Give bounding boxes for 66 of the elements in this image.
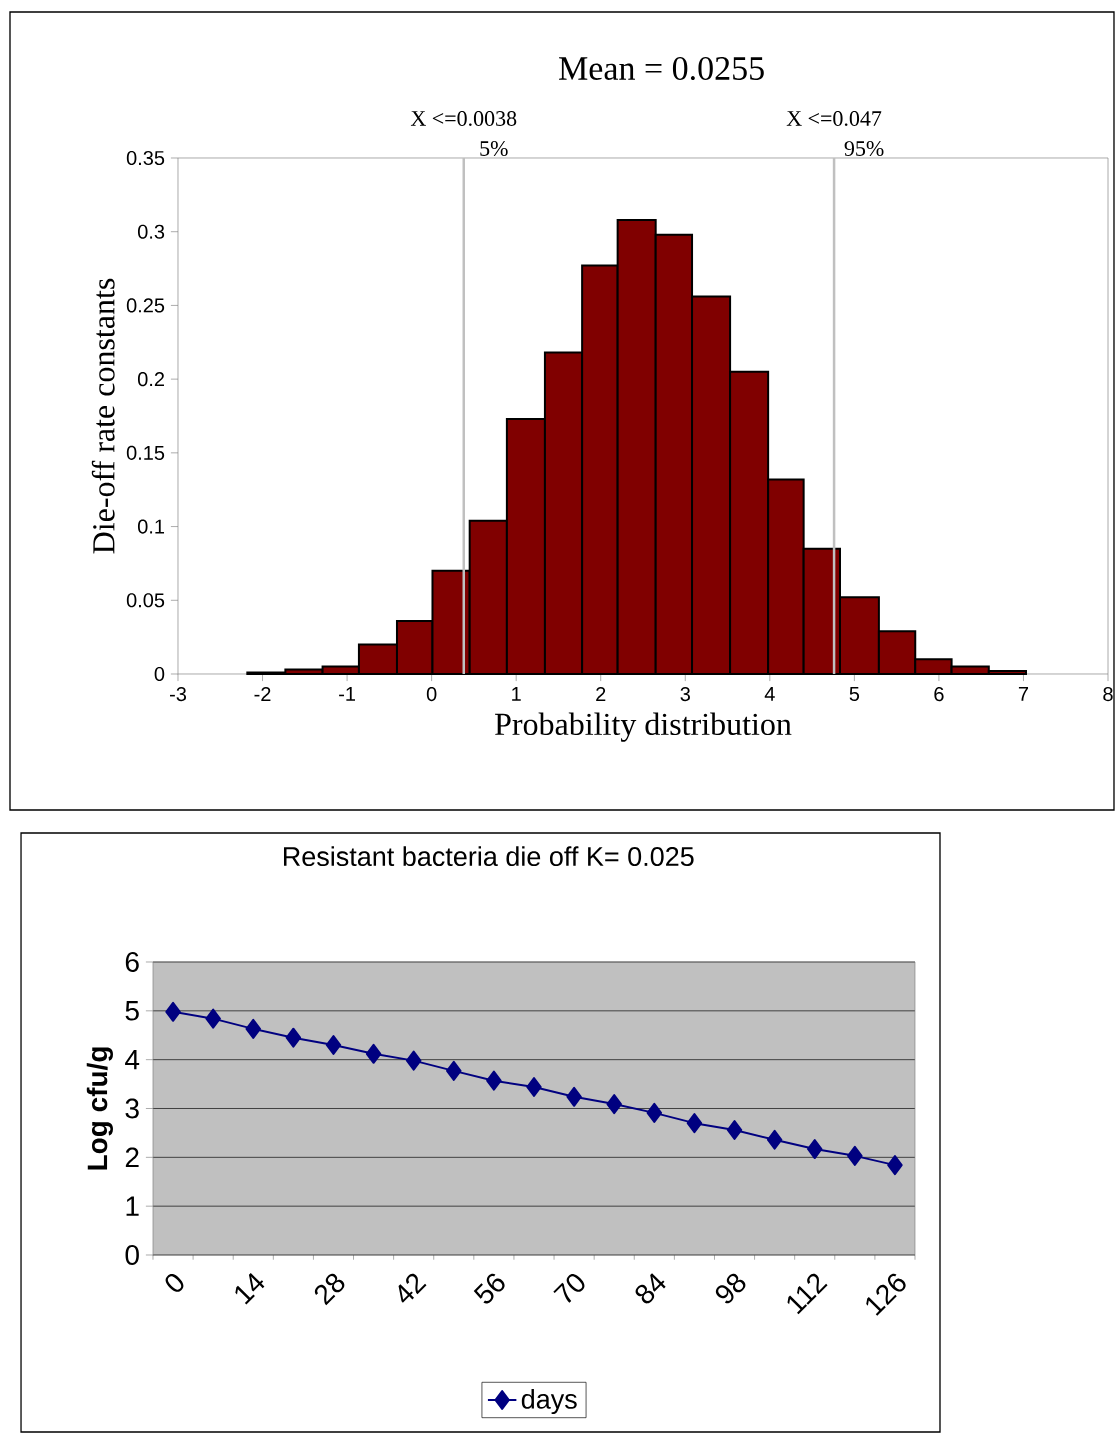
y-tick-label: 0.15 bbox=[126, 445, 165, 460]
point bbox=[566, 1086, 582, 1107]
point bbox=[726, 1119, 743, 1140]
chart-title: Mean = 0.0255 bbox=[559, 57, 764, 81]
point bbox=[806, 1139, 823, 1160]
y-tick-label: 0.35 bbox=[126, 150, 165, 166]
point bbox=[526, 1077, 542, 1098]
point bbox=[325, 1035, 342, 1056]
y-tick-label: 0 bbox=[154, 666, 165, 682]
x-tick-label: 98 bbox=[715, 1273, 746, 1304]
x-tick-label: -1 bbox=[339, 687, 355, 701]
x-tick-label: 112 bbox=[787, 1273, 828, 1315]
y-tick-label: 5 bbox=[125, 1001, 139, 1021]
y-tick-label: 0.3 bbox=[137, 224, 165, 239]
x-tick-label: 126 bbox=[866, 1273, 906, 1316]
x-tick-label: 0 bbox=[426, 687, 437, 702]
point bbox=[285, 1027, 302, 1048]
x-tick-label: 28 bbox=[314, 1273, 345, 1306]
x-tick-label: 7 bbox=[1018, 687, 1029, 701]
point bbox=[847, 1145, 863, 1166]
x-tick-label: -2 bbox=[254, 687, 271, 701]
point bbox=[245, 1018, 262, 1039]
x-tick-label: 0 bbox=[165, 1273, 184, 1292]
point bbox=[766, 1129, 783, 1150]
chart-title: Resistant bacteria die off K= 0.025 bbox=[283, 846, 694, 867]
y-tick-label: 2 bbox=[125, 1147, 139, 1168]
x-tick-label: 84 bbox=[635, 1273, 666, 1304]
y-tick-label: 6 bbox=[125, 952, 139, 972]
point bbox=[165, 1001, 181, 1022]
point bbox=[606, 1094, 622, 1115]
x-tick-label: 5 bbox=[849, 687, 860, 701]
point bbox=[365, 1043, 382, 1064]
text: 95% bbox=[844, 141, 884, 156]
x-tick-label: 8 bbox=[1103, 687, 1113, 702]
x-tick-label: 14 bbox=[235, 1272, 265, 1305]
y-axis-title: Log cfu/g bbox=[86, 1047, 113, 1170]
y-tick-label: 4 bbox=[125, 1050, 140, 1070]
text: X <=0.0038 bbox=[410, 111, 517, 126]
legend-label: days bbox=[521, 1388, 577, 1415]
y-tick-label: 1 bbox=[126, 1196, 139, 1216]
x-tick-label: 2 bbox=[596, 687, 606, 701]
x-tick-label: 1 bbox=[512, 687, 521, 701]
text: 5% bbox=[480, 141, 508, 156]
point bbox=[646, 1102, 663, 1123]
text: X <=0.047 bbox=[786, 111, 882, 126]
x-tick-label: 6 bbox=[934, 687, 944, 702]
x-axis-title: Probability distribution bbox=[495, 712, 792, 742]
y-tick-label: 0.2 bbox=[137, 372, 164, 387]
y-tick-label: 0 bbox=[125, 1245, 139, 1265]
x-tick-label: 56 bbox=[473, 1273, 505, 1304]
x-tick-label: 70 bbox=[553, 1274, 585, 1303]
y-axis-title: Die-off rate constants bbox=[91, 278, 115, 554]
x-tick-label: -3 bbox=[170, 687, 187, 702]
point bbox=[887, 1155, 903, 1176]
y-tick-label: 0.05 bbox=[126, 593, 165, 608]
y-tick-label: 0.1 bbox=[137, 519, 165, 534]
x-tick-label: 3 bbox=[680, 687, 690, 702]
point bbox=[205, 1008, 221, 1029]
point bbox=[686, 1113, 703, 1134]
x-tick-label: 42 bbox=[398, 1273, 427, 1303]
point bbox=[486, 1070, 502, 1091]
y-tick-label: 0.25 bbox=[126, 298, 165, 313]
y-tick-label: 3 bbox=[125, 1098, 139, 1119]
point bbox=[446, 1060, 462, 1081]
x-tick-label: 4 bbox=[764, 687, 775, 701]
point bbox=[405, 1050, 422, 1071]
